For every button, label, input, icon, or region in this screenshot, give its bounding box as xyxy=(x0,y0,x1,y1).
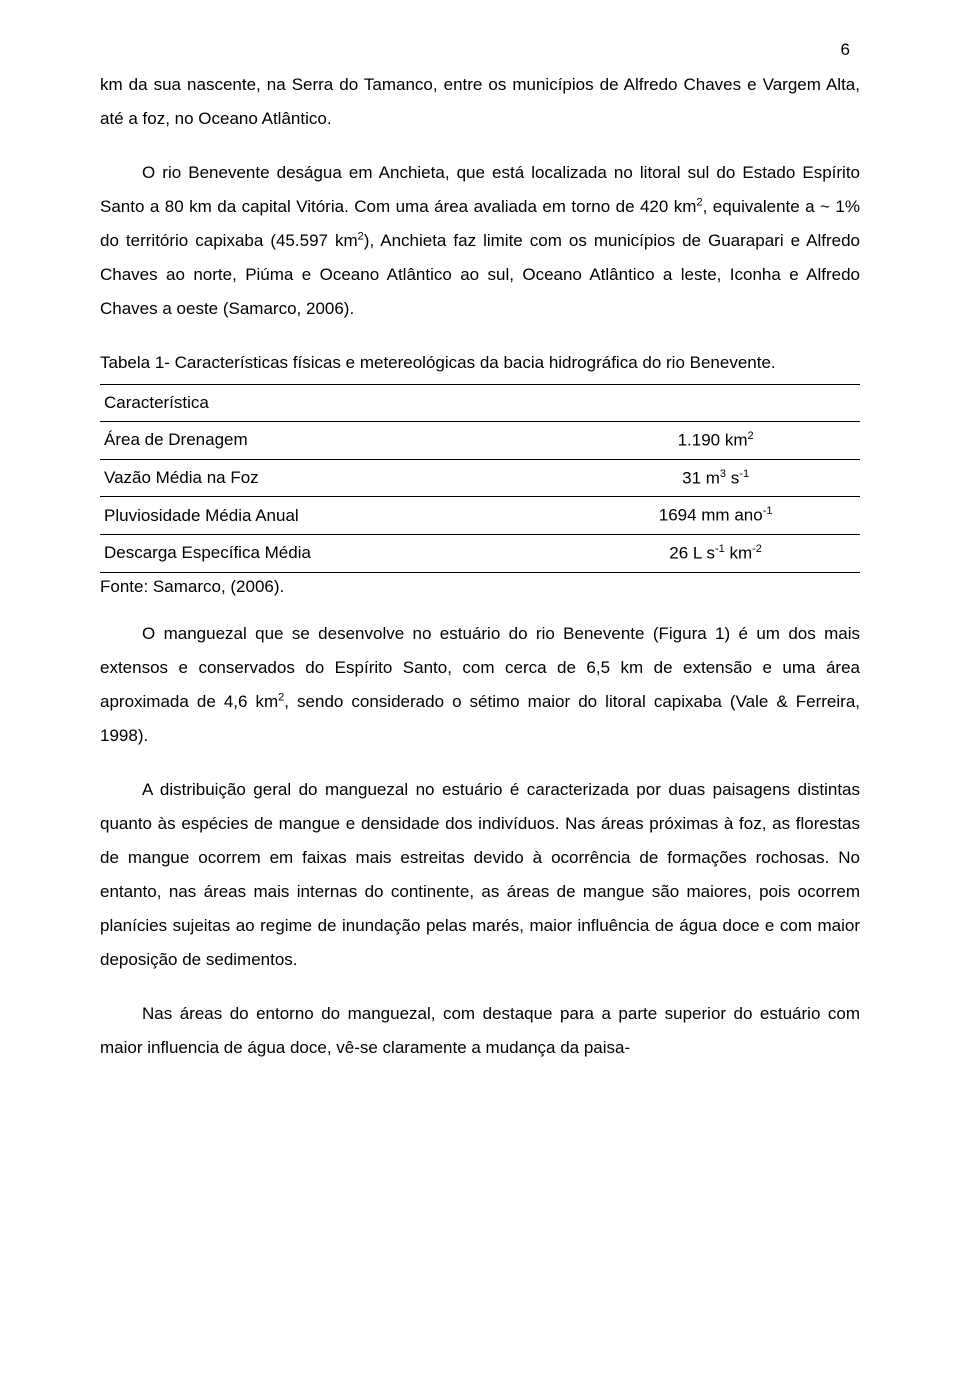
row-label: Pluviosidade Média Anual xyxy=(100,497,571,535)
table-row: Vazão Média na Foz 31 m3 s-1 xyxy=(100,459,860,497)
value-sup: 2 xyxy=(748,430,754,442)
paragraph-4: A distribuição geral do manguezal no est… xyxy=(100,773,860,977)
body-section: km da sua nascente, na Serra do Tamanco,… xyxy=(100,68,860,1065)
row-value: 31 m3 s-1 xyxy=(571,459,860,497)
value-sup: -1 xyxy=(715,543,725,555)
table-row: Descarga Específica Média 26 L s-1 km-2 xyxy=(100,534,860,572)
value-prefix: 26 L s xyxy=(669,544,715,563)
paragraph-3: O manguezal que se desenvolve no estuári… xyxy=(100,617,860,753)
paragraph-1: km da sua nascente, na Serra do Tamanco,… xyxy=(100,68,860,136)
row-label: Descarga Específica Média xyxy=(100,534,571,572)
characteristics-table: Característica Área de Drenagem 1.190 km… xyxy=(100,384,860,573)
table-row: Pluviosidade Média Anual 1694 mm ano-1 xyxy=(100,497,860,535)
table-footer: Fonte: Samarco, (2006). xyxy=(100,577,860,597)
value-sup2: -2 xyxy=(752,543,762,555)
value-sup2: -1 xyxy=(739,468,749,480)
value-sup: -1 xyxy=(763,505,773,517)
table-header-blank xyxy=(571,385,860,422)
value-prefix: 1694 mm ano xyxy=(659,506,763,525)
row-value: 1694 mm ano-1 xyxy=(571,497,860,535)
table-header-row: Característica xyxy=(100,385,860,422)
value-mid: km xyxy=(725,544,752,563)
value-prefix: 31 m xyxy=(682,468,720,487)
row-label: Área de Drenagem xyxy=(100,422,571,460)
paragraph-5: Nas áreas do entorno do manguezal, com d… xyxy=(100,997,860,1065)
table-row: Área de Drenagem 1.190 km2 xyxy=(100,422,860,460)
row-value: 1.190 km2 xyxy=(571,422,860,460)
table-header-label: Característica xyxy=(100,385,571,422)
value-prefix: 1.190 km xyxy=(678,431,748,450)
row-value: 26 L s-1 km-2 xyxy=(571,534,860,572)
page-number: 6 xyxy=(841,40,850,60)
value-mid: s xyxy=(726,468,739,487)
table-caption: Tabela 1- Características físicas e mete… xyxy=(100,346,860,380)
row-label: Vazão Média na Foz xyxy=(100,459,571,497)
paragraph-2: O rio Benevente deságua em Anchieta, que… xyxy=(100,156,860,326)
